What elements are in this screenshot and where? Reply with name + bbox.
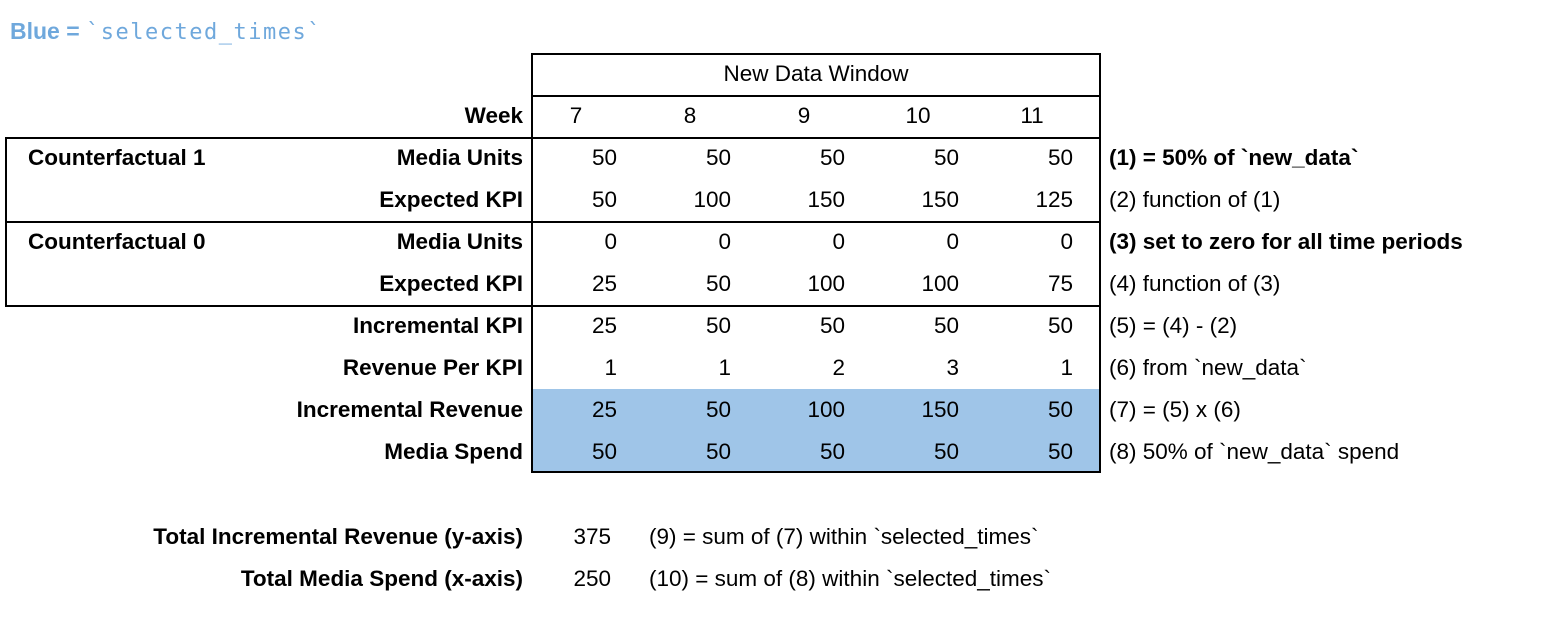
table-cell: 50 xyxy=(705,145,731,170)
table-cell: 50 xyxy=(933,145,959,170)
row-label-text: Incremental KPI xyxy=(352,313,523,338)
table-cell: 0 xyxy=(604,229,617,254)
spacer-cell xyxy=(1101,53,1540,95)
row-label-text: Revenue Per KPI xyxy=(342,355,523,380)
table-border-top xyxy=(531,53,1101,55)
selected-times-highlight xyxy=(533,389,1099,471)
table-cell: 1 xyxy=(718,355,731,380)
table-cell: 100 xyxy=(921,271,959,296)
table-cell: 75 xyxy=(1047,271,1073,296)
row-label-text: Media Spend xyxy=(384,439,523,464)
table-cell: 0 xyxy=(718,229,731,254)
table-cell: 3 xyxy=(946,355,959,380)
table-cell: 50 xyxy=(933,313,959,338)
table-border-left xyxy=(531,53,533,473)
table-cell: 50 xyxy=(705,271,731,296)
table-cell-highlighted: 25 xyxy=(591,397,617,422)
table-cell-highlighted: 50 xyxy=(819,439,845,464)
table-border-right xyxy=(1099,53,1101,473)
table-cell-highlighted: 50 xyxy=(933,439,959,464)
total-incremental-revenue-value: 375 xyxy=(573,524,611,549)
spacer-cell xyxy=(5,53,531,95)
table-cell: 150 xyxy=(921,187,959,212)
table-header-new-data-window: New Data Window xyxy=(723,61,909,86)
caption-blue-label: Blue = xyxy=(10,18,87,44)
totals-section: Total Incremental Revenue (y-axis) 375 (… xyxy=(5,516,1517,600)
table-cell-highlighted: 50 xyxy=(705,439,731,464)
table-cell-highlighted: 150 xyxy=(921,397,959,422)
table-border-below-week xyxy=(5,137,1101,139)
week-number: 7 xyxy=(569,103,583,128)
annotation-8: (8) 50% of `new_data` spend xyxy=(1109,439,1400,464)
table-cell: 0 xyxy=(946,229,959,254)
table-cell: 100 xyxy=(807,271,845,296)
annotation-3: (3) set to zero for all time periods xyxy=(1109,229,1463,254)
row-label-incremental-kpi: Incremental KPI xyxy=(5,305,531,347)
row-label-media-units-cf0: Counterfactual 0 Media Units xyxy=(5,221,531,263)
table-cell: 50 xyxy=(1047,145,1073,170)
table-cell: 100 xyxy=(693,187,731,212)
annotation-9: (9) = sum of (7) within `selected_times` xyxy=(649,524,1039,549)
table-cell: 50 xyxy=(819,313,845,338)
table-border-below-counterfactual0 xyxy=(5,305,1101,307)
row-label-expected-kpi-cf0: Expected KPI xyxy=(5,263,531,305)
table-cell: 0 xyxy=(832,229,845,254)
table-cell: 0 xyxy=(1060,229,1073,254)
annotation-7: (7) = (5) x (6) xyxy=(1109,397,1241,422)
spacer-cell xyxy=(1101,95,1540,137)
week-number: 9 xyxy=(797,103,811,128)
row-label-revenue-per-kpi: Revenue Per KPI xyxy=(5,347,531,389)
total-incremental-revenue-label: Total Incremental Revenue (y-axis) xyxy=(153,524,523,549)
table-cell: 25 xyxy=(591,313,617,338)
table-cell: 150 xyxy=(807,187,845,212)
row-label-incremental-revenue: Incremental Revenue xyxy=(5,389,531,431)
row-label-text: Media Units xyxy=(396,229,523,254)
table-cell: 125 xyxy=(1035,187,1073,212)
row-label-expected-kpi-cf1: Expected KPI xyxy=(5,179,531,221)
group-label-counterfactual-0: Counterfactual 0 xyxy=(28,229,206,254)
table-cell: 25 xyxy=(591,271,617,296)
table-cell: 50 xyxy=(819,145,845,170)
table-cell: 2 xyxy=(832,355,845,380)
annotation-6: (6) from `new_data` xyxy=(1109,355,1307,380)
group-label-counterfactual-1: Counterfactual 1 xyxy=(28,145,206,170)
annotation-4: (4) function of (3) xyxy=(1109,271,1281,296)
row-label-text: Incremental Revenue xyxy=(296,397,523,422)
caption-selected-times-code: `selected_times` xyxy=(86,20,322,45)
table-cell: 50 xyxy=(705,313,731,338)
table-cell: 50 xyxy=(1047,313,1073,338)
label-box-border-left xyxy=(5,137,7,305)
annotation-10: (10) = sum of (8) within `selected_times… xyxy=(649,566,1052,591)
row-label-media-units-cf1: Counterfactual 1 Media Units xyxy=(5,137,531,179)
total-media-spend-label: Total Media Spend (x-axis) xyxy=(240,566,523,591)
table-cell: 1 xyxy=(1060,355,1073,380)
row-label-media-spend: Media Spend xyxy=(5,431,531,473)
annotation-5: (5) = (4) - (2) xyxy=(1109,313,1238,338)
week-number: 11 xyxy=(1020,103,1044,128)
table-border-bottom xyxy=(531,471,1101,473)
table-cell: 1 xyxy=(604,355,617,380)
figure-caption: Blue = `selected_times` xyxy=(10,16,322,48)
table-cell: 50 xyxy=(591,187,617,212)
table-border-below-counterfactual1 xyxy=(5,221,1101,223)
week-number: 10 xyxy=(905,103,931,128)
week-number: 8 xyxy=(683,103,697,128)
row-label-text: Media Units xyxy=(396,145,523,170)
table-border-below-header xyxy=(531,95,1101,97)
week-row-label: Week xyxy=(464,103,523,128)
total-media-spend-value: 250 xyxy=(573,566,611,591)
row-label-text: Expected KPI xyxy=(379,187,523,212)
table-cell-highlighted: 50 xyxy=(705,397,731,422)
data-table: New Data Window Week 7 8 9 10 11 Counter… xyxy=(5,53,1540,473)
table-cell-highlighted: 50 xyxy=(591,439,617,464)
row-label-text: Expected KPI xyxy=(379,271,523,296)
annotation-2: (2) function of (1) xyxy=(1109,187,1281,212)
table-cell-highlighted: 50 xyxy=(1047,397,1073,422)
annotation-1: (1) = 50% of `new_data` xyxy=(1109,145,1359,170)
table-cell: 50 xyxy=(591,145,617,170)
table-cell-highlighted: 50 xyxy=(1047,439,1073,464)
table-cell-highlighted: 100 xyxy=(807,397,845,422)
